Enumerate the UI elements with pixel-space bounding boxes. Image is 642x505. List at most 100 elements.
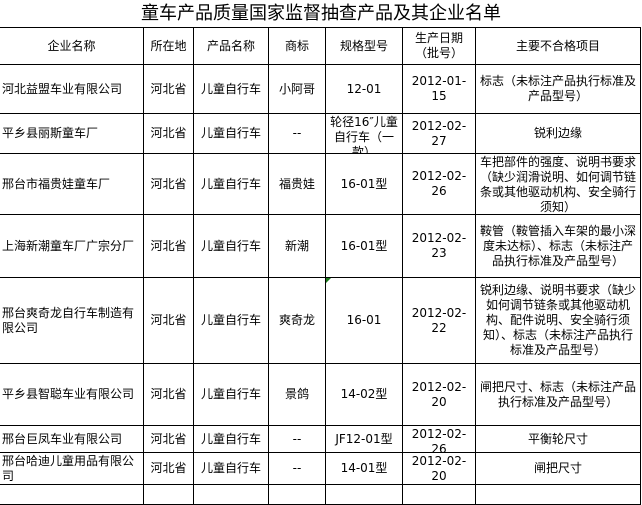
- cell-text: 轮径16″儿童自行车（一款）: [330, 114, 398, 153]
- cell-date: 2012-02-26: [402, 425, 476, 453]
- cell-text: 邢台爽奇龙自行车制造有限公司: [2, 305, 135, 335]
- cell-date: 2012-02-20: [402, 452, 476, 485]
- cell-text: 河北省: [150, 176, 187, 191]
- empty-cell: [268, 484, 326, 505]
- cell-text: 锐利边缘、说明书要求（缺少如何调节链条或其他驱动机构、配件说明、安全骑行须知）、…: [479, 283, 636, 357]
- empty-cell: [0, 484, 144, 505]
- cell-text: 16-01型: [340, 238, 388, 253]
- cell-text: --: [292, 461, 302, 475]
- cell-defects: 平衡轮尺寸: [475, 425, 641, 453]
- cell-text: 闸把尺寸: [533, 461, 582, 475]
- cell-company: 邢台爽奇龙自行车制造有限公司: [0, 277, 144, 364]
- table-row: 河北益盟车业有限公司 河北省 儿童自行车 小阿哥 12-01 2012-01-15 标志（未…: [0, 64, 641, 114]
- cell-text: 儿童自行车: [200, 176, 261, 191]
- cell-defects: 锐利边缘: [475, 113, 641, 154]
- cell-text: 河北省: [150, 81, 187, 96]
- header-cell: 主要不合格项目: [475, 27, 641, 65]
- cell-text: 儿童自行车: [200, 313, 261, 327]
- cell-location: 河北省: [143, 452, 194, 485]
- cell-text: 邢台市福贵娃童车厂: [2, 176, 111, 191]
- cell-company: 邢台市福贵娃童车厂: [0, 153, 144, 215]
- cell-text: --: [292, 431, 302, 446]
- cell-date: 2012-02-26: [402, 153, 476, 215]
- table-row: 邢台爽奇龙自行车制造有限公司 河北省 儿童自行车 爽奇龙 16-01 2012-02-22…: [0, 277, 641, 364]
- empty-cell: [402, 484, 476, 505]
- table-row-partial: [0, 484, 641, 505]
- cell-text: 河北省: [150, 238, 187, 253]
- cell-defects: 锐利边缘、说明书要求（缺少如何调节链条或其他驱动机构、配件说明、安全骑行须知）、…: [475, 277, 641, 364]
- cell-company: 邢台哈迪儿童用品有限公司: [0, 452, 144, 485]
- cell-text: 新潮: [284, 238, 309, 253]
- cell-defects: 车把部件的强度、说明书要求（缺少润滑说明、如何调节链条或其他驱动机构、安全骑行须…: [475, 153, 641, 215]
- cell-defects: 标志（未标注产品执行标准及产品型号）: [475, 64, 641, 114]
- cell-product: 儿童自行车: [193, 64, 269, 114]
- cell-location: 河北省: [143, 425, 194, 453]
- cell-location: 河北省: [143, 363, 194, 426]
- cell-brand: 福贵娃: [268, 153, 326, 215]
- cell-text: 2012-02-20: [411, 379, 467, 409]
- cell-product: 儿童自行车: [193, 425, 269, 453]
- cell-date: 2012-02-20: [402, 363, 476, 426]
- header-cell: 企业名称: [0, 27, 144, 65]
- cell-brand: --: [268, 425, 326, 453]
- cell-product: 儿童自行车: [193, 214, 269, 278]
- cell-product: 儿童自行车: [193, 452, 269, 485]
- cell-defects: 鞍管（鞍管插入车架的最小深度未达标）、标志（未标注产品执行标准及产品型号）: [475, 214, 641, 278]
- cell-text: 2012-02-26: [411, 426, 467, 452]
- cell-text: 2012-02-20: [411, 453, 467, 483]
- table-row: 邢台哈迪儿童用品有限公司 河北省 儿童自行车 -- 14-01型 2012-02-20 闸把…: [0, 452, 641, 485]
- cell-date: 2012-02-27: [402, 113, 476, 154]
- cell-date: 2012-02-23: [402, 214, 476, 278]
- cell-company: 河北益盟车业有限公司: [0, 64, 144, 114]
- cell-model: 16-01型: [325, 153, 403, 215]
- cell-text: JF12-01型: [335, 431, 393, 446]
- empty-cell: [193, 484, 269, 505]
- cell-text: 车把部件的强度、说明书要求（缺少润滑说明、如何调节链条或其他驱动机构、安全骑行须…: [479, 154, 636, 214]
- cell-text: 14-02型: [340, 387, 388, 401]
- cell-brand: 小阿哥: [268, 64, 326, 114]
- cell-brand: 景鸽: [268, 363, 326, 426]
- table-row: 平乡县智聪车业有限公司 河北省 儿童自行车 景鸽 14-02型 2012-02-20 闸把尺…: [0, 363, 641, 426]
- cell-model: 14-01型: [325, 452, 403, 485]
- header-cell: 所在地: [143, 27, 194, 65]
- cell-defects: 闸把尺寸: [475, 452, 641, 485]
- cell-text: 平乡县丽斯童车厂: [2, 126, 99, 140]
- cell-model: 轮径16″儿童自行车（一款）: [325, 113, 403, 154]
- table-row: 邢台巨凤车业有限公司 河北省 儿童自行车 -- JF12-01型 2012-02-26 平衡…: [0, 425, 641, 453]
- cell-product: 儿童自行车: [193, 153, 269, 215]
- cell-location: 河北省: [143, 153, 194, 215]
- table-row: 邢台市福贵娃童车厂 河北省 儿童自行车 福贵娃 16-01型 2012-02-26 车把部件…: [0, 153, 641, 215]
- cell-text: 小阿哥: [278, 81, 315, 96]
- cell-text: 闸把尺寸、标志（未标注产品执行标准及产品型号）: [479, 379, 636, 409]
- cell-text: 邢台哈迪儿童用品有限公司: [2, 453, 135, 483]
- cell-date: 2012-02-22: [402, 277, 476, 364]
- cell-text: 标志（未标注产品执行标准及产品型号）: [479, 74, 636, 103]
- cell-text: 河北省: [150, 387, 187, 401]
- cell-text: 2012-01-15: [411, 74, 467, 103]
- cell-location: 河北省: [143, 277, 194, 364]
- cell-text: 儿童自行车: [200, 238, 261, 253]
- cell-location: 河北省: [143, 113, 194, 154]
- cell-text: 儿童自行车: [200, 81, 261, 96]
- empty-cell: [143, 484, 194, 505]
- cell-text: 河北省: [150, 431, 187, 446]
- cell-location: 河北省: [143, 64, 194, 114]
- header-cell: 规格型号: [325, 27, 403, 65]
- cell-text: 河北省: [150, 461, 187, 475]
- cell-date: 2012-01-15: [402, 64, 476, 114]
- cell-company: 上海新潮童车厂广宗分厂: [0, 214, 144, 278]
- cell-model: 14-02型: [325, 363, 403, 426]
- empty-cell: [325, 484, 403, 505]
- cell-model: JF12-01型: [325, 425, 403, 453]
- cell-product: 儿童自行车: [193, 113, 269, 154]
- cell-text: 平乡县智聪车业有限公司: [2, 387, 135, 401]
- cell-text: 景鸽: [284, 387, 309, 401]
- table-row: 平乡县丽斯童车厂 河北省 儿童自行车 -- 轮径16″儿童自行车（一款） 2012-02-…: [0, 113, 641, 154]
- cell-text: 2012-02-26: [411, 169, 467, 198]
- cell-location: 河北省: [143, 214, 194, 278]
- cell-text: 儿童自行车: [200, 461, 261, 475]
- header-row: 企业名称 所在地 产品名称 商标 规格型号 生产日期（批号） 主要不合格项目: [0, 27, 641, 65]
- cell-text: 儿童自行车: [200, 431, 261, 446]
- cell-model: 16-01: [325, 277, 403, 364]
- cell-text: --: [292, 126, 302, 140]
